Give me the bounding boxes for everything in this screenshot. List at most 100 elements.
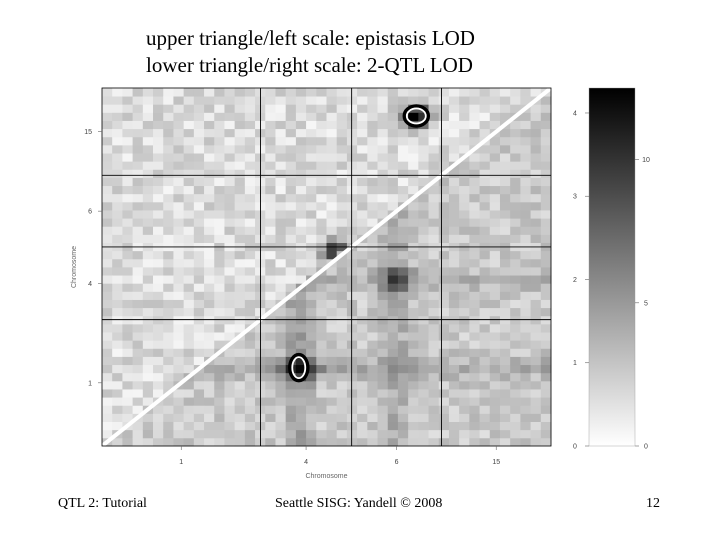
heatmap-cell xyxy=(163,372,174,382)
heatmap-cell xyxy=(336,340,348,349)
heatmap-cell xyxy=(102,397,113,406)
heatmap-cell xyxy=(265,201,276,211)
heatmap-cell xyxy=(275,421,287,431)
heatmap-cell xyxy=(408,307,419,317)
heatmap-cell xyxy=(408,299,419,309)
heatmap-cell xyxy=(377,267,389,276)
heatmap-cell xyxy=(438,299,450,309)
heatmap-cell xyxy=(122,136,134,146)
heatmap-cell xyxy=(285,120,297,130)
heatmap-cell xyxy=(112,112,123,121)
heatmap-cell xyxy=(275,144,287,154)
heatmap-cell xyxy=(397,315,409,325)
heatmap-cell xyxy=(112,299,123,309)
heatmap-cell xyxy=(183,250,195,260)
heatmap-cell xyxy=(428,348,440,357)
heatmap-cell xyxy=(275,96,287,105)
heatmap-cell xyxy=(469,405,480,414)
heatmap-cell xyxy=(336,380,348,390)
heatmap-cell xyxy=(102,161,113,170)
heatmap-cell xyxy=(285,299,297,309)
heatmap-cell xyxy=(510,120,521,130)
heatmap-cell xyxy=(153,234,164,243)
heatmap-cell xyxy=(346,307,358,317)
heatmap-cell xyxy=(153,185,164,195)
heatmap-cell xyxy=(357,112,368,121)
heatmap-cell xyxy=(265,283,276,292)
heatmap-cell xyxy=(418,169,429,178)
heatmap-cell xyxy=(438,112,450,121)
heatmap-cell xyxy=(183,307,195,317)
heatmap-cell xyxy=(204,218,215,227)
heatmap-cell xyxy=(346,299,358,309)
heatmap-cell xyxy=(326,120,338,130)
heatmap-cell xyxy=(540,128,552,138)
heatmap-cell xyxy=(336,275,348,284)
heatmap-cell xyxy=(346,315,358,325)
heatmap-cell xyxy=(234,267,246,276)
heatmap-cell xyxy=(387,291,399,300)
heatmap-cell xyxy=(387,307,399,317)
heatmap-cell xyxy=(377,104,389,113)
heatmap-cell xyxy=(142,437,154,447)
heatmap-cell xyxy=(295,258,307,268)
heatmap-cell xyxy=(367,283,378,292)
heatmap-cell xyxy=(295,421,307,431)
heatmap-cell xyxy=(265,364,276,374)
heatmap-cell xyxy=(132,218,144,227)
heatmap-cell xyxy=(377,283,389,292)
heatmap-cell xyxy=(367,177,378,187)
heatmap-cell xyxy=(367,421,378,431)
heatmap-cell xyxy=(142,323,154,333)
heatmap-cell xyxy=(193,389,205,398)
heatmap-cell xyxy=(173,421,185,431)
heatmap-cell xyxy=(438,291,450,300)
y-tick-label: 6 xyxy=(88,209,92,216)
heatmap-cell xyxy=(112,275,123,284)
heatmap-cell xyxy=(367,323,378,333)
heatmap-cell xyxy=(428,372,440,382)
heatmap-cell xyxy=(459,332,470,341)
heatmap-cell xyxy=(193,258,205,268)
heatmap-cell xyxy=(357,250,368,260)
heatmap-cell xyxy=(295,291,307,300)
heatmap-cell xyxy=(377,275,389,284)
heatmap-cell xyxy=(336,104,348,113)
heatmap-cell xyxy=(357,96,368,105)
heatmap-cell xyxy=(316,299,327,309)
heatmap-cell xyxy=(408,258,419,268)
heatmap-cell xyxy=(265,169,276,178)
heatmap-cell xyxy=(499,193,511,203)
heatmap-cell xyxy=(530,405,542,414)
heatmap-cell xyxy=(214,185,225,195)
heatmap-cell xyxy=(224,226,236,235)
heatmap-cell xyxy=(336,283,348,292)
heatmap-cell xyxy=(265,323,276,333)
heatmap-cell xyxy=(275,193,287,203)
heatmap-cell xyxy=(112,307,123,317)
heatmap-cell xyxy=(367,234,378,243)
heatmap-cell xyxy=(459,372,470,382)
heatmap-cell xyxy=(142,177,154,187)
heatmap-cell xyxy=(336,185,348,195)
heatmap-cell xyxy=(112,258,123,268)
heatmap-cell xyxy=(367,275,378,284)
heatmap-cell xyxy=(265,96,276,105)
heatmap-cell xyxy=(214,218,225,227)
heatmap-cell xyxy=(336,356,348,366)
heatmap-cell xyxy=(530,104,542,113)
heatmap-cell xyxy=(285,348,297,357)
heatmap-cell xyxy=(163,356,174,366)
heatmap-cell xyxy=(316,421,327,431)
heatmap-cell xyxy=(438,177,450,187)
heatmap-cell xyxy=(448,340,460,349)
heatmap-cell xyxy=(204,88,215,97)
heatmap-cell xyxy=(142,144,154,154)
heatmap-cell xyxy=(499,348,511,357)
heatmap-cell xyxy=(418,348,429,357)
heatmap-cell xyxy=(377,340,389,349)
heatmap-cell xyxy=(408,291,419,300)
heatmap-cell xyxy=(295,185,307,195)
heatmap-cell xyxy=(306,397,317,406)
heatmap-cell xyxy=(530,340,542,349)
